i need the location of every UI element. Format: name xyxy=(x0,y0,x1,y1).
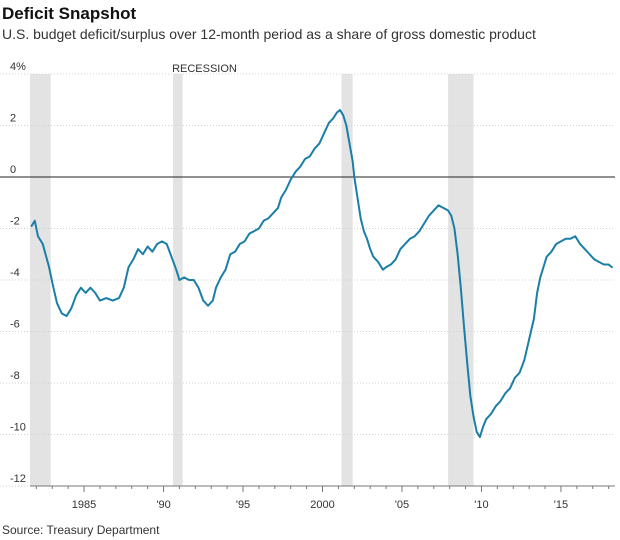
chart-subtitle: U.S. budget deficit/surplus over 12-mont… xyxy=(2,26,536,42)
y-tick-label: -12 xyxy=(10,473,26,485)
y-tick-label: -2 xyxy=(10,216,20,228)
y-tick-label: -6 xyxy=(10,319,20,331)
source-note: Source: Treasury Department xyxy=(2,523,160,537)
y-tick-label: 2 xyxy=(10,113,16,125)
chart-title: Deficit Snapshot xyxy=(2,4,137,23)
x-tick-label: '10 xyxy=(474,499,488,511)
x-tick-label: 2000 xyxy=(310,499,334,511)
recession-bands: RECESSION xyxy=(30,63,474,486)
x-tick-label: '15 xyxy=(554,499,568,511)
x-tick-label: '05 xyxy=(395,499,409,511)
recession-label: RECESSION xyxy=(172,63,237,75)
x-tick-label: '95 xyxy=(236,499,250,511)
y-tick-label: -10 xyxy=(10,422,26,434)
y-tick-label: -8 xyxy=(10,370,20,382)
y-tick-label: 4% xyxy=(10,61,26,73)
grid-lines xyxy=(0,73,615,487)
recession-band xyxy=(341,74,353,486)
y-tick-label: 0 xyxy=(10,164,16,176)
axis-labels: 4% 2 0 -2 -4 -6 -8 -10 -12 1985 '90 '95 2000 '05 '10 '1… xyxy=(10,61,615,511)
y-tick-label: -4 xyxy=(10,267,20,279)
series-layer xyxy=(30,109,613,439)
deficit-series-line xyxy=(30,109,613,439)
x-tick-label: '90 xyxy=(156,499,170,511)
x-tick-label: 1985 xyxy=(72,499,96,511)
